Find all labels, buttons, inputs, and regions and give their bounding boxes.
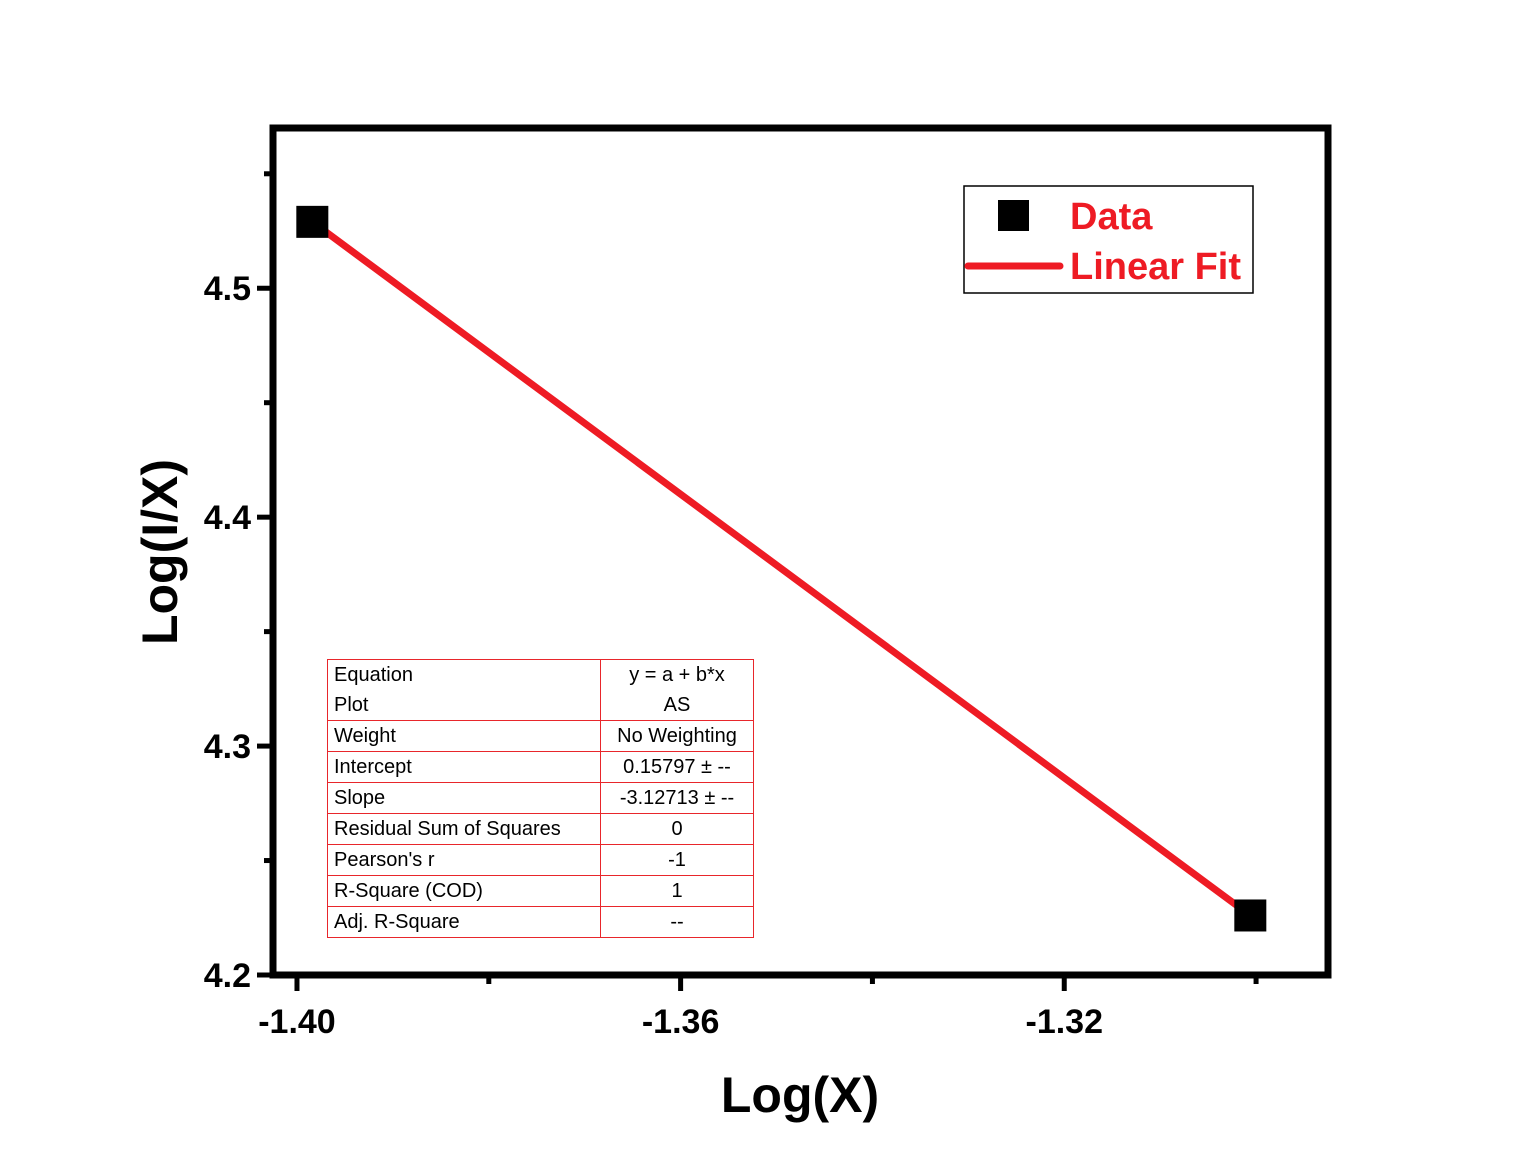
fit-table-label: Residual Sum of Squares (327, 813, 601, 845)
fit-table-value: -- (600, 906, 754, 938)
fit-table-value: y = a + b*x (600, 659, 754, 690)
fit-table-label: R-Square (COD) (327, 875, 601, 907)
fit-table-row: R-Square (COD) 1 (327, 875, 754, 907)
fit-table-value: No Weighting (600, 720, 754, 752)
legend-marker-data (998, 200, 1029, 231)
fit-table-row: Weight No Weighting (327, 720, 754, 752)
fit-table-value: AS (600, 690, 754, 721)
y-axis-title: Log(I/X) (132, 459, 188, 645)
fit-table-row: Pearson's r -1 (327, 844, 754, 876)
fit-table-value: -3.12713 ± -- (600, 782, 754, 814)
x-tick-label: -1.40 (258, 1003, 336, 1041)
y-tick-label: 4.2 (204, 957, 251, 995)
x-tick-label: -1.32 (1026, 1003, 1104, 1041)
fit-table-label: Pearson's r (327, 844, 601, 876)
fit-table-value: 0 (600, 813, 754, 845)
fit-table-value: -1 (600, 844, 754, 876)
fit-table-label: Weight (327, 720, 601, 752)
data-point (1234, 899, 1267, 932)
x-axis-title: Log(X) (721, 1067, 879, 1123)
fit-results-table: Equation y = a + b*x Plot AS Weight No Weight… (327, 659, 754, 938)
legend-label-data: Data (1070, 196, 1153, 238)
fit-table-row: Residual Sum of Squares 0 (327, 813, 754, 845)
data-point (296, 205, 329, 238)
fit-table-row: Intercept 0.15797 ± -- (327, 751, 754, 783)
y-tick-label: 4.3 (204, 728, 251, 766)
fit-table-label: Slope (327, 782, 601, 814)
x-tick-label: -1.36 (642, 1003, 720, 1041)
fit-table-row: Plot AS (327, 690, 754, 721)
y-tick-label: 4.5 (204, 270, 251, 308)
fit-table-row: Equation y = a + b*x (327, 659, 754, 690)
fit-table-row: Slope -3.12713 ± -- (327, 782, 754, 814)
legend-label-linear-fit: Linear Fit (1070, 246, 1241, 288)
fit-table-value: 1 (600, 875, 754, 907)
linear-fit-line (308, 218, 1254, 919)
y-tick-label: 4.4 (204, 499, 251, 537)
fit-table-label: Adj. R-Square (327, 906, 601, 938)
fit-table-label: Intercept (327, 751, 601, 783)
fit-table-value: 0.15797 ± -- (600, 751, 754, 783)
fit-table-label: Plot (327, 690, 601, 721)
fit-table-label: Equation (327, 659, 601, 690)
fit-table-row: Adj. R-Square -- (327, 906, 754, 938)
